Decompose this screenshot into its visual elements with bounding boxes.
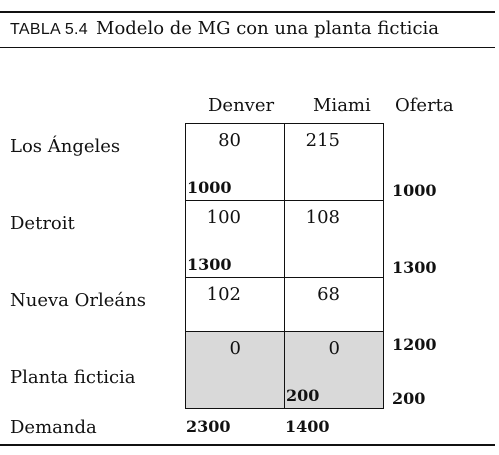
cell-planta-ficticia-miami: 0 200 — [284, 331, 384, 409]
row-label-planta-ficticia: Planta ficticia — [10, 367, 136, 388]
supply-los-angeles: 1000 — [392, 181, 437, 200]
cell-los-angeles-miami: 215 — [284, 123, 384, 201]
demand-miami: 1400 — [285, 417, 330, 436]
column-header-supply: Oferta — [395, 95, 454, 116]
cost-value: 100 — [206, 207, 241, 228]
table-caption: TABLA 5.4 Modelo de MG con una planta fic… — [10, 18, 439, 39]
supply-planta-ficticia: 200 — [392, 389, 426, 408]
caption-rule — [0, 47, 495, 48]
cost-value: 80 — [218, 130, 241, 151]
cost-value: 68 — [317, 284, 340, 305]
table-title: Modelo de MG con una planta ficticia — [96, 18, 440, 39]
table-number: TABLA 5.4 — [10, 21, 89, 38]
row-label-detroit: Detroit — [10, 213, 75, 234]
column-header-denver: Denver — [208, 95, 275, 116]
column-header-miami: Miami — [313, 95, 371, 116]
supply-detroit: 1300 — [392, 258, 437, 277]
cell-detroit-denver: 100 1300 — [185, 200, 285, 278]
cost-value: 102 — [206, 284, 241, 305]
row-label-los-angeles: Los Ángeles — [10, 136, 121, 157]
cell-los-angeles-denver: 80 1000 — [185, 123, 285, 201]
allocation-value: 1000 — [187, 178, 232, 197]
bottom-rule — [0, 444, 495, 446]
allocation-value: 200 — [286, 386, 320, 405]
allocation-value: 1300 — [187, 255, 232, 274]
row-label-nueva-orleans: Nueva Orleáns — [10, 290, 146, 311]
cost-value: 108 — [305, 207, 340, 228]
cell-detroit-miami: 108 — [284, 200, 384, 278]
top-rule — [0, 11, 495, 13]
supply-nueva-orleans: 1200 — [392, 335, 437, 354]
demand-row-label: Demanda — [10, 417, 97, 438]
cost-value: 215 — [305, 130, 340, 151]
cost-value: 0 — [328, 338, 340, 359]
cost-value: 0 — [229, 338, 241, 359]
cell-planta-ficticia-denver: 0 — [185, 331, 285, 409]
demand-denver: 2300 — [186, 417, 231, 436]
